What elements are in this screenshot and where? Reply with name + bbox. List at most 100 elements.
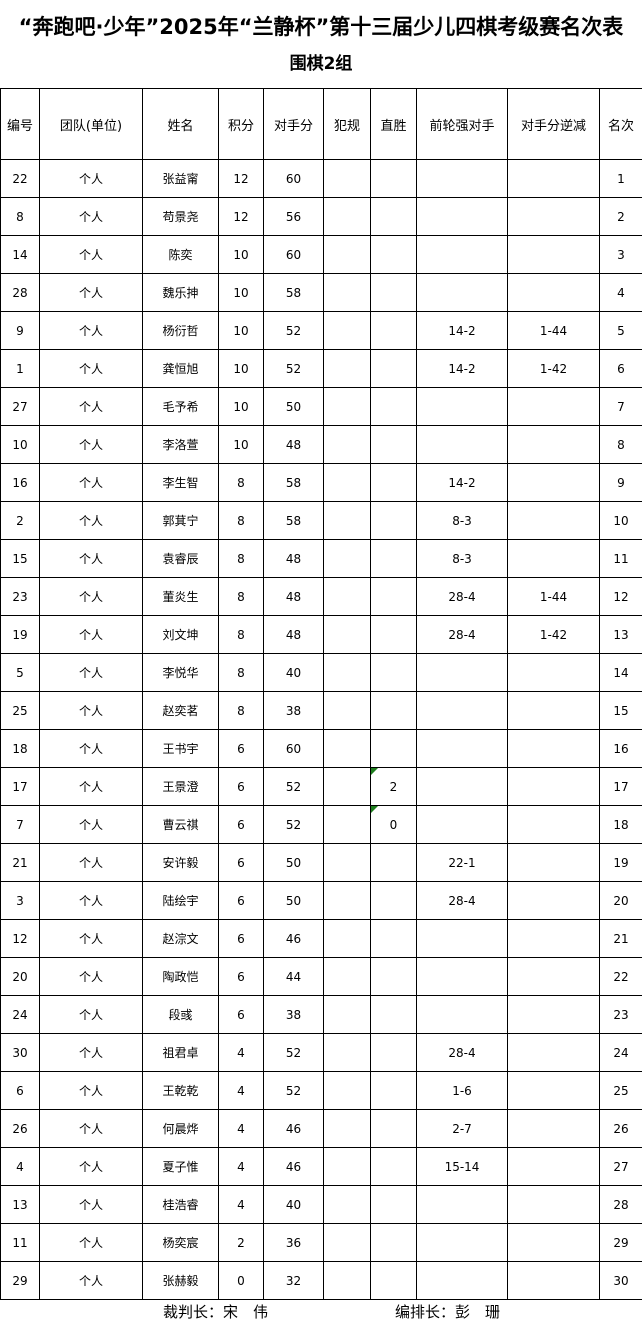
cell-score: 10 [218, 235, 264, 274]
cell-team: 个人 [39, 235, 143, 274]
cell-opponent_score: 32 [263, 1261, 324, 1300]
cell-foul [323, 653, 371, 692]
cell-direct_win [370, 1109, 417, 1148]
cell-number: 9 [0, 311, 40, 350]
cell-score: 6 [218, 805, 264, 844]
cell-team: 个人 [39, 691, 143, 730]
cell-name: 张益甯 [142, 159, 219, 198]
cell-opponent_score_reduction [507, 501, 600, 540]
column-header-opponent_score_reduction: 对手分逆减 [507, 88, 600, 160]
cell-number: 12 [0, 919, 40, 958]
cell-direct_win [370, 1071, 417, 1110]
cell-prev_strong_opponent [416, 1223, 508, 1262]
cell-opponent_score: 52 [263, 349, 324, 388]
table-row: 6 个人 王乾乾 4 52 1-6 25 [0, 1071, 642, 1110]
column-header-team: 团队(单位) [39, 88, 143, 160]
cell-opponent_score: 52 [263, 1033, 324, 1072]
cell-score: 8 [218, 463, 264, 502]
cell-team: 个人 [39, 995, 143, 1034]
page-title: “奔跑吧·少年”2025年“兰静杯”第十三届少儿四棋考级赛名次表 [18, 15, 624, 39]
cell-opponent_score_reduction [507, 995, 600, 1034]
column-header-rank: 名次 [599, 88, 642, 160]
cell-team: 个人 [39, 729, 143, 768]
cell-team: 个人 [39, 159, 143, 198]
cell-rank: 27 [599, 1147, 642, 1186]
cell-foul [323, 729, 371, 768]
cell-team: 个人 [39, 957, 143, 996]
table-row: 26 个人 何晨烨 4 46 2-7 26 [0, 1109, 642, 1148]
cell-opponent_score: 50 [263, 881, 324, 920]
cell-name: 王景澄 [142, 767, 219, 806]
cell-opponent_score: 52 [263, 805, 324, 844]
cell-number: 10 [0, 425, 40, 464]
cell-opponent_score_reduction [507, 843, 600, 882]
cell-opponent_score_reduction [507, 1261, 600, 1300]
cell-prev_strong_opponent: 28-4 [416, 1033, 508, 1072]
table-row: 8 个人 苟景尧 12 56 2 [0, 197, 642, 236]
cell-score: 8 [218, 691, 264, 730]
cell-number: 25 [0, 691, 40, 730]
cell-rank: 19 [599, 843, 642, 882]
cell-prev_strong_opponent: 8-3 [416, 501, 508, 540]
cell-rank: 5 [599, 311, 642, 350]
table-row: 21 个人 安许毅 6 50 22-1 19 [0, 843, 642, 882]
cell-direct_win [370, 159, 417, 198]
cell-prev_strong_opponent [416, 691, 508, 730]
table-row: 12 个人 赵淙文 6 46 21 [0, 919, 642, 958]
cell-direct_win: 2 [370, 767, 417, 806]
table-row: 20 个人 陶政恺 6 44 22 [0, 957, 642, 996]
cell-direct_win [370, 1185, 417, 1224]
cell-rank: 11 [599, 539, 642, 578]
table-row: 18 个人 王书宇 6 60 16 [0, 729, 642, 768]
cell-direct_win [370, 843, 417, 882]
cell-rank: 29 [599, 1223, 642, 1262]
cell-number: 26 [0, 1109, 40, 1148]
cell-foul [323, 615, 371, 654]
cell-prev_strong_opponent: 8-3 [416, 539, 508, 578]
cell-rank: 23 [599, 995, 642, 1034]
table-row: 9 个人 杨衍哲 10 52 14-2 1-44 5 [0, 311, 642, 350]
cell-opponent_score_reduction [507, 881, 600, 920]
cell-opponent_score: 52 [263, 311, 324, 350]
cell-direct_win [370, 1223, 417, 1262]
cell-score: 6 [218, 767, 264, 806]
cell-score: 6 [218, 881, 264, 920]
cell-team: 个人 [39, 1223, 143, 1262]
cell-prev_strong_opponent: 14-2 [416, 311, 508, 350]
cell-score: 10 [218, 311, 264, 350]
cell-opponent_score: 48 [263, 615, 324, 654]
cell-number: 5 [0, 653, 40, 692]
cell-number: 3 [0, 881, 40, 920]
cell-foul [323, 881, 371, 920]
cell-number: 23 [0, 577, 40, 616]
cell-prev_strong_opponent: 1-6 [416, 1071, 508, 1110]
cell-team: 个人 [39, 577, 143, 616]
table-row: 2 个人 郭萁宁 8 58 8-3 10 [0, 501, 642, 540]
cell-score: 10 [218, 387, 264, 426]
cell-opponent_score_reduction: 1-42 [507, 615, 600, 654]
cell-prev_strong_opponent [416, 767, 508, 806]
cell-foul [323, 235, 371, 274]
cell-rank: 4 [599, 273, 642, 312]
cell-number: 6 [0, 1071, 40, 1110]
cell-opponent_score: 58 [263, 273, 324, 312]
cell-opponent_score: 46 [263, 919, 324, 958]
cell-foul [323, 501, 371, 540]
cell-number: 28 [0, 273, 40, 312]
cell-score: 8 [218, 501, 264, 540]
cell-number: 21 [0, 843, 40, 882]
cell-foul [323, 425, 371, 464]
cell-number: 8 [0, 197, 40, 236]
cell-rank: 12 [599, 577, 642, 616]
cell-prev_strong_opponent: 28-4 [416, 577, 508, 616]
table-row: 29 个人 张赫毅 0 32 30 [0, 1261, 642, 1300]
cell-opponent_score: 56 [263, 197, 324, 236]
cell-rank: 28 [599, 1185, 642, 1224]
cell-team: 个人 [39, 1109, 143, 1148]
cell-opponent_score: 46 [263, 1147, 324, 1186]
cell-foul [323, 1185, 371, 1224]
cell-direct_win [370, 653, 417, 692]
cell-opponent_score_reduction [507, 387, 600, 426]
cell-prev_strong_opponent [416, 995, 508, 1034]
cell-team: 个人 [39, 463, 143, 502]
